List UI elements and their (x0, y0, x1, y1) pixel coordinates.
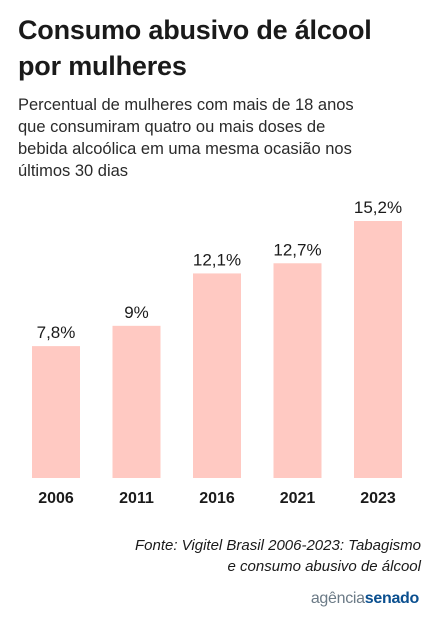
source-line-1: Fonte: Vigitel Brasil 2006-2023: Tabagis… (134, 537, 421, 554)
chart-subtitle: Percentual de mulheres com mais de 18 an… (18, 96, 354, 180)
bar-2023 (354, 221, 402, 478)
logo-part-1: agência (310, 590, 365, 607)
bar-2021 (273, 263, 322, 478)
agencia-senado-logo: agênciasenado (311, 590, 419, 608)
value-label-2023: 15,2% (354, 198, 402, 217)
logo-part-2: senado (364, 590, 420, 607)
category-label-2016: 2016 (199, 490, 235, 507)
bar-2011 (112, 325, 161, 478)
value-label-2016: 12,1% (193, 250, 241, 269)
bar-2016 (193, 273, 241, 478)
value-label-2006: 7,8% (37, 323, 76, 342)
category-label-2006: 2006 (38, 490, 74, 507)
source-note: Fonte: Vigitel Brasil 2006-2023: Tabagis… (101, 535, 421, 577)
bar-2006 (32, 346, 80, 478)
category-label-2023: 2023 (360, 490, 396, 507)
chart-title: Consumo abusivo de álcool por mulheres (18, 15, 372, 81)
value-label-2011: 9% (124, 303, 149, 322)
category-label-2011: 2011 (119, 490, 154, 507)
source-line-2: e consumo abusivo de álcool (227, 558, 421, 575)
category-label-2021: 2021 (280, 490, 316, 507)
value-label-2021: 12,7% (273, 240, 321, 259)
